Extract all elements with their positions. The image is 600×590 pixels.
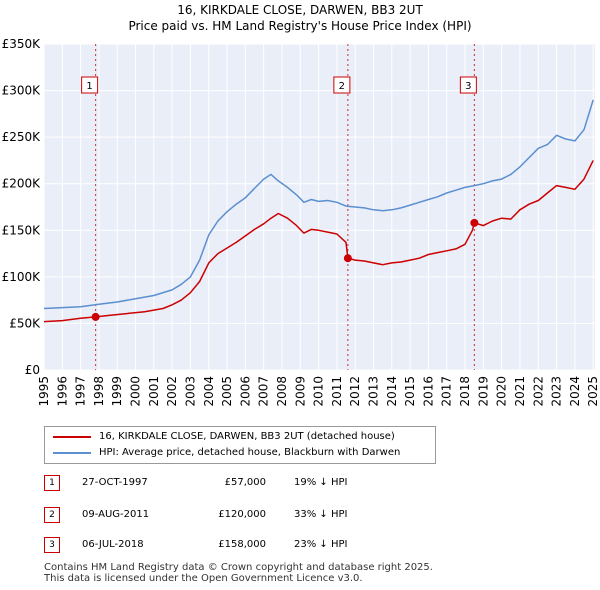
- table-row: 2 09-AUG-2011 £120,000 33% ↓ HPI: [44, 506, 444, 524]
- x-tick-label: 2018: [458, 376, 472, 407]
- x-tick-label: 2008: [275, 376, 289, 407]
- x-tick-label: 1995: [37, 376, 51, 407]
- sale-date: 09-AUG-2011: [82, 509, 150, 520]
- x-tick-label: 2003: [183, 376, 197, 407]
- hpi-line: [43, 99, 594, 310]
- y-tick-label: £250K: [2, 130, 42, 144]
- legend-label-property: 16, KIRKDALE CLOSE, DARWEN, BB3 2UT (det…: [99, 431, 395, 442]
- table-row: 3 06-JUL-2018 £158,000 23% ↓ HPI: [44, 536, 444, 554]
- sale-hpi-diff: 23% ↓ HPI: [294, 539, 348, 550]
- x-tick-label: 2006: [238, 376, 252, 407]
- chart-title-line1: 16, KIRKDALE CLOSE, DARWEN, BB3 2UT: [177, 3, 423, 17]
- x-tick-label: 2017: [440, 376, 454, 407]
- x-tick-label: 1999: [110, 376, 124, 407]
- sale-date: 27-OCT-1997: [82, 477, 148, 488]
- x-tick-label: 2016: [421, 376, 435, 407]
- x-tick-label: 2010: [312, 376, 326, 407]
- x-tick-label: 2007: [257, 376, 271, 407]
- x-tick-label: 2009: [293, 376, 307, 407]
- x-tick-label: 2024: [568, 376, 582, 407]
- y-tick-label: £0: [25, 363, 40, 377]
- x-tick-label: 2022: [531, 376, 545, 407]
- sale-label-text: 3: [465, 81, 471, 92]
- price-chart: 1 2 3 £0 £50K £100K £150K £200K £250K £300K £350K…: [2, 37, 600, 407]
- legend-swatch-property: [53, 436, 91, 438]
- x-tick-label: 2001: [147, 376, 161, 407]
- x-tick-label: 1998: [92, 376, 106, 407]
- sale-label-text: 1: [86, 81, 92, 92]
- x-tick-label: 2021: [513, 376, 527, 407]
- x-tick-label: 1997: [74, 376, 88, 407]
- footer-line2: This data is licensed under the Open Gov…: [44, 573, 363, 584]
- sale-point: [343, 254, 352, 263]
- sale-labels: 1 2 3: [81, 76, 477, 94]
- x-tick-label: 2025: [586, 376, 600, 407]
- sale-price: £57,000: [224, 477, 266, 488]
- x-tick-label: 2019: [476, 376, 490, 407]
- x-tick-label: 2014: [385, 376, 399, 407]
- sale-hpi-diff: 33% ↓ HPI: [294, 509, 348, 520]
- y-tick-label: £200K: [2, 177, 42, 191]
- y-tick-label: £300K: [2, 84, 42, 98]
- plot-area: [44, 44, 595, 370]
- legend-label-hpi: HPI: Average price, detached house, Blac…: [99, 447, 401, 458]
- y-tick-label: £100K: [2, 270, 42, 284]
- y-tick-label: £50K: [9, 316, 41, 330]
- legend-swatch-hpi: [53, 452, 91, 454]
- sale-price: £120,000: [218, 509, 266, 520]
- sale-label-box: [81, 76, 99, 94]
- x-tick-label: 2004: [202, 376, 216, 407]
- sale-points: [91, 218, 479, 321]
- x-tick-label: 2023: [550, 376, 564, 407]
- sale-point: [470, 218, 479, 227]
- sale-hpi-diff: 19% ↓ HPI: [294, 477, 348, 488]
- x-tick-label: 2002: [165, 376, 179, 407]
- sale-label-box: [459, 76, 477, 94]
- footer-line1: Contains HM Land Registry data © Crown c…: [44, 562, 433, 573]
- footer: Contains HM Land Registry data © Crown c…: [44, 562, 433, 584]
- x-tick-label: 2015: [403, 376, 417, 407]
- sale-label-text: 2: [339, 81, 345, 92]
- x-tick-label: 2011: [330, 376, 344, 407]
- sale-number-badge: 2: [44, 507, 60, 523]
- axis-ticks: £0 £50K £100K £150K £200K £250K £300K £350K 1995…: [2, 37, 600, 407]
- x-tick-label: 2012: [348, 376, 362, 407]
- series-lines: [43, 99, 594, 323]
- x-tick-label: 1996: [55, 376, 69, 407]
- y-tick-label: £150K: [2, 223, 42, 237]
- x-tick-label: 2013: [367, 376, 381, 407]
- property-line: [43, 160, 594, 323]
- sale-label-box: [333, 76, 351, 94]
- legend: 16, KIRKDALE CLOSE, DARWEN, BB3 2UT (det…: [44, 426, 436, 464]
- grid: [43, 43, 595, 371]
- x-tick-label: 2005: [220, 376, 234, 407]
- table-row: 1 27-OCT-1997 £57,000 19% ↓ HPI: [44, 474, 444, 492]
- x-tick-label: 2020: [495, 376, 509, 407]
- sale-price: £158,000: [218, 539, 266, 550]
- sale-number-badge: 1: [44, 475, 60, 491]
- x-tick-label: 2000: [129, 376, 143, 407]
- chart-title-line2: Price paid vs. HM Land Registry's House …: [128, 19, 472, 33]
- sale-date: 06-JUL-2018: [82, 539, 144, 550]
- sale-point: [91, 312, 100, 321]
- sale-number-badge: 3: [44, 537, 60, 553]
- y-tick-label: £350K: [2, 37, 42, 51]
